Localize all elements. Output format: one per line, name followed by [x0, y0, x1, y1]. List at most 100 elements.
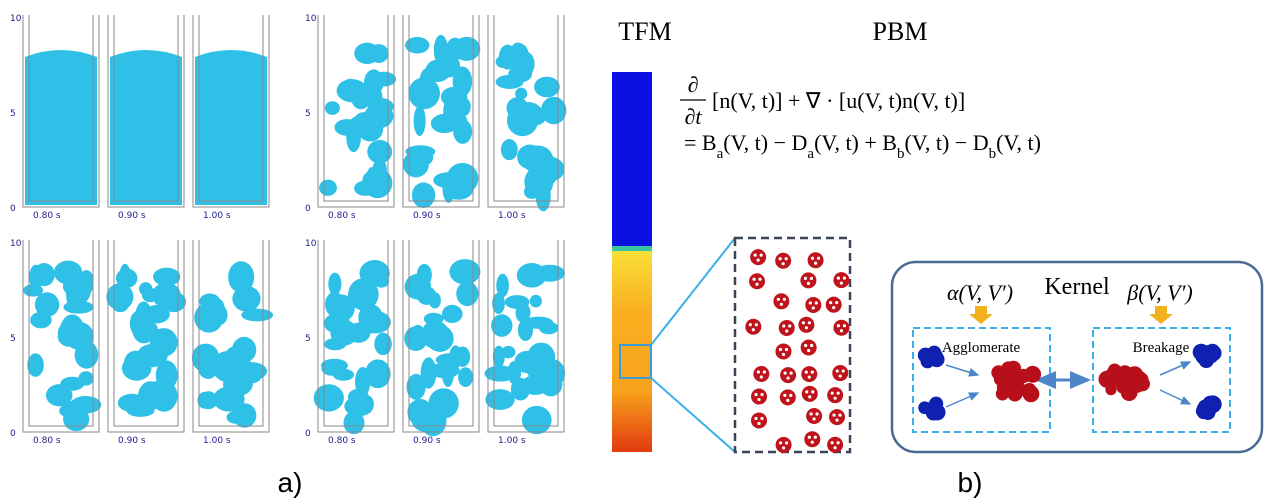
dot — [807, 349, 810, 352]
particle — [801, 366, 817, 382]
dot — [843, 277, 846, 280]
y-tick-label: 0 — [10, 429, 16, 439]
cluster — [347, 323, 371, 343]
cluster — [112, 300, 128, 312]
particle — [753, 366, 769, 382]
dot — [809, 301, 812, 304]
cluster — [412, 182, 435, 208]
dot — [777, 298, 780, 301]
particle — [808, 252, 824, 268]
cluster — [324, 338, 346, 350]
column — [23, 15, 99, 207]
dot — [815, 412, 818, 415]
eq-den: ∂t — [685, 104, 703, 129]
cluster — [453, 37, 480, 61]
eq-line1: [n(V, t)] + ∇ · [u(V, t)n(V, t)] — [712, 88, 965, 113]
blob — [1023, 385, 1040, 402]
cluster — [417, 286, 436, 305]
eq-part: (V, t) + B — [814, 130, 897, 155]
dot — [832, 413, 835, 416]
dot — [807, 282, 810, 285]
dot — [782, 353, 785, 356]
column — [108, 15, 184, 207]
dot — [754, 254, 757, 257]
cluster — [517, 263, 547, 287]
dot — [787, 377, 790, 380]
cluster — [444, 174, 474, 200]
dot — [842, 369, 845, 372]
column — [106, 240, 186, 432]
cluster — [530, 295, 542, 308]
cluster — [522, 406, 552, 434]
cluster — [443, 98, 457, 125]
cluster — [421, 357, 437, 388]
cluster — [29, 265, 43, 290]
dot — [779, 441, 782, 444]
breakage: Breakage — [1133, 340, 1190, 356]
cluster — [116, 268, 138, 288]
cluster — [319, 180, 337, 196]
time-label: 0.80 s — [33, 436, 61, 446]
cluster — [360, 260, 390, 286]
cluster — [197, 392, 211, 409]
particle — [802, 386, 818, 402]
tfm-column — [612, 72, 735, 452]
eq-part: (V, t) − D — [723, 130, 807, 155]
beta: β(V, V′) — [1126, 280, 1192, 305]
eq-part: = B — [684, 130, 717, 155]
cluster — [27, 353, 43, 377]
dot — [779, 348, 782, 351]
cluster — [369, 44, 388, 63]
column — [403, 240, 480, 436]
cluster — [425, 60, 450, 82]
column — [314, 240, 394, 434]
time-label: 1.00 s — [498, 211, 526, 221]
bed — [110, 50, 182, 205]
dot — [805, 390, 808, 393]
cluster — [329, 295, 355, 322]
dot — [757, 370, 760, 373]
dot — [837, 392, 840, 395]
time-label: 0.90 s — [118, 211, 146, 221]
dot — [782, 262, 785, 265]
particle — [833, 320, 849, 336]
dot — [839, 374, 842, 377]
dot — [785, 348, 788, 351]
blob — [929, 397, 943, 411]
blob — [927, 346, 941, 360]
cluster — [417, 264, 432, 286]
cluster — [429, 388, 459, 418]
dot — [831, 441, 834, 444]
cluster — [214, 305, 227, 324]
cluster — [501, 346, 515, 358]
dot — [832, 306, 835, 309]
cluster — [63, 407, 89, 431]
column — [193, 15, 269, 207]
dot — [837, 324, 840, 327]
subscript: b — [897, 146, 905, 162]
particle — [749, 273, 765, 289]
y-tick-label: 10 — [10, 239, 22, 249]
cluster — [539, 160, 558, 186]
column — [23, 240, 101, 432]
particle — [804, 431, 820, 447]
dot — [817, 257, 820, 260]
time-label: 0.90 s — [413, 211, 441, 221]
cluster — [458, 367, 473, 387]
column — [484, 240, 565, 434]
particle — [805, 297, 821, 313]
bed — [195, 50, 267, 205]
dot — [834, 397, 837, 400]
cluster — [368, 98, 394, 115]
kernel-title: Kernel — [1044, 274, 1110, 300]
y-tick-label: 5 — [10, 109, 16, 119]
dot — [755, 323, 758, 326]
cluster — [404, 326, 427, 351]
time-label: 1.00 s — [203, 211, 231, 221]
dot — [812, 306, 815, 309]
dot — [749, 323, 752, 326]
dot — [811, 370, 814, 373]
dot — [837, 441, 840, 444]
dot — [814, 436, 817, 439]
dot — [785, 441, 788, 444]
